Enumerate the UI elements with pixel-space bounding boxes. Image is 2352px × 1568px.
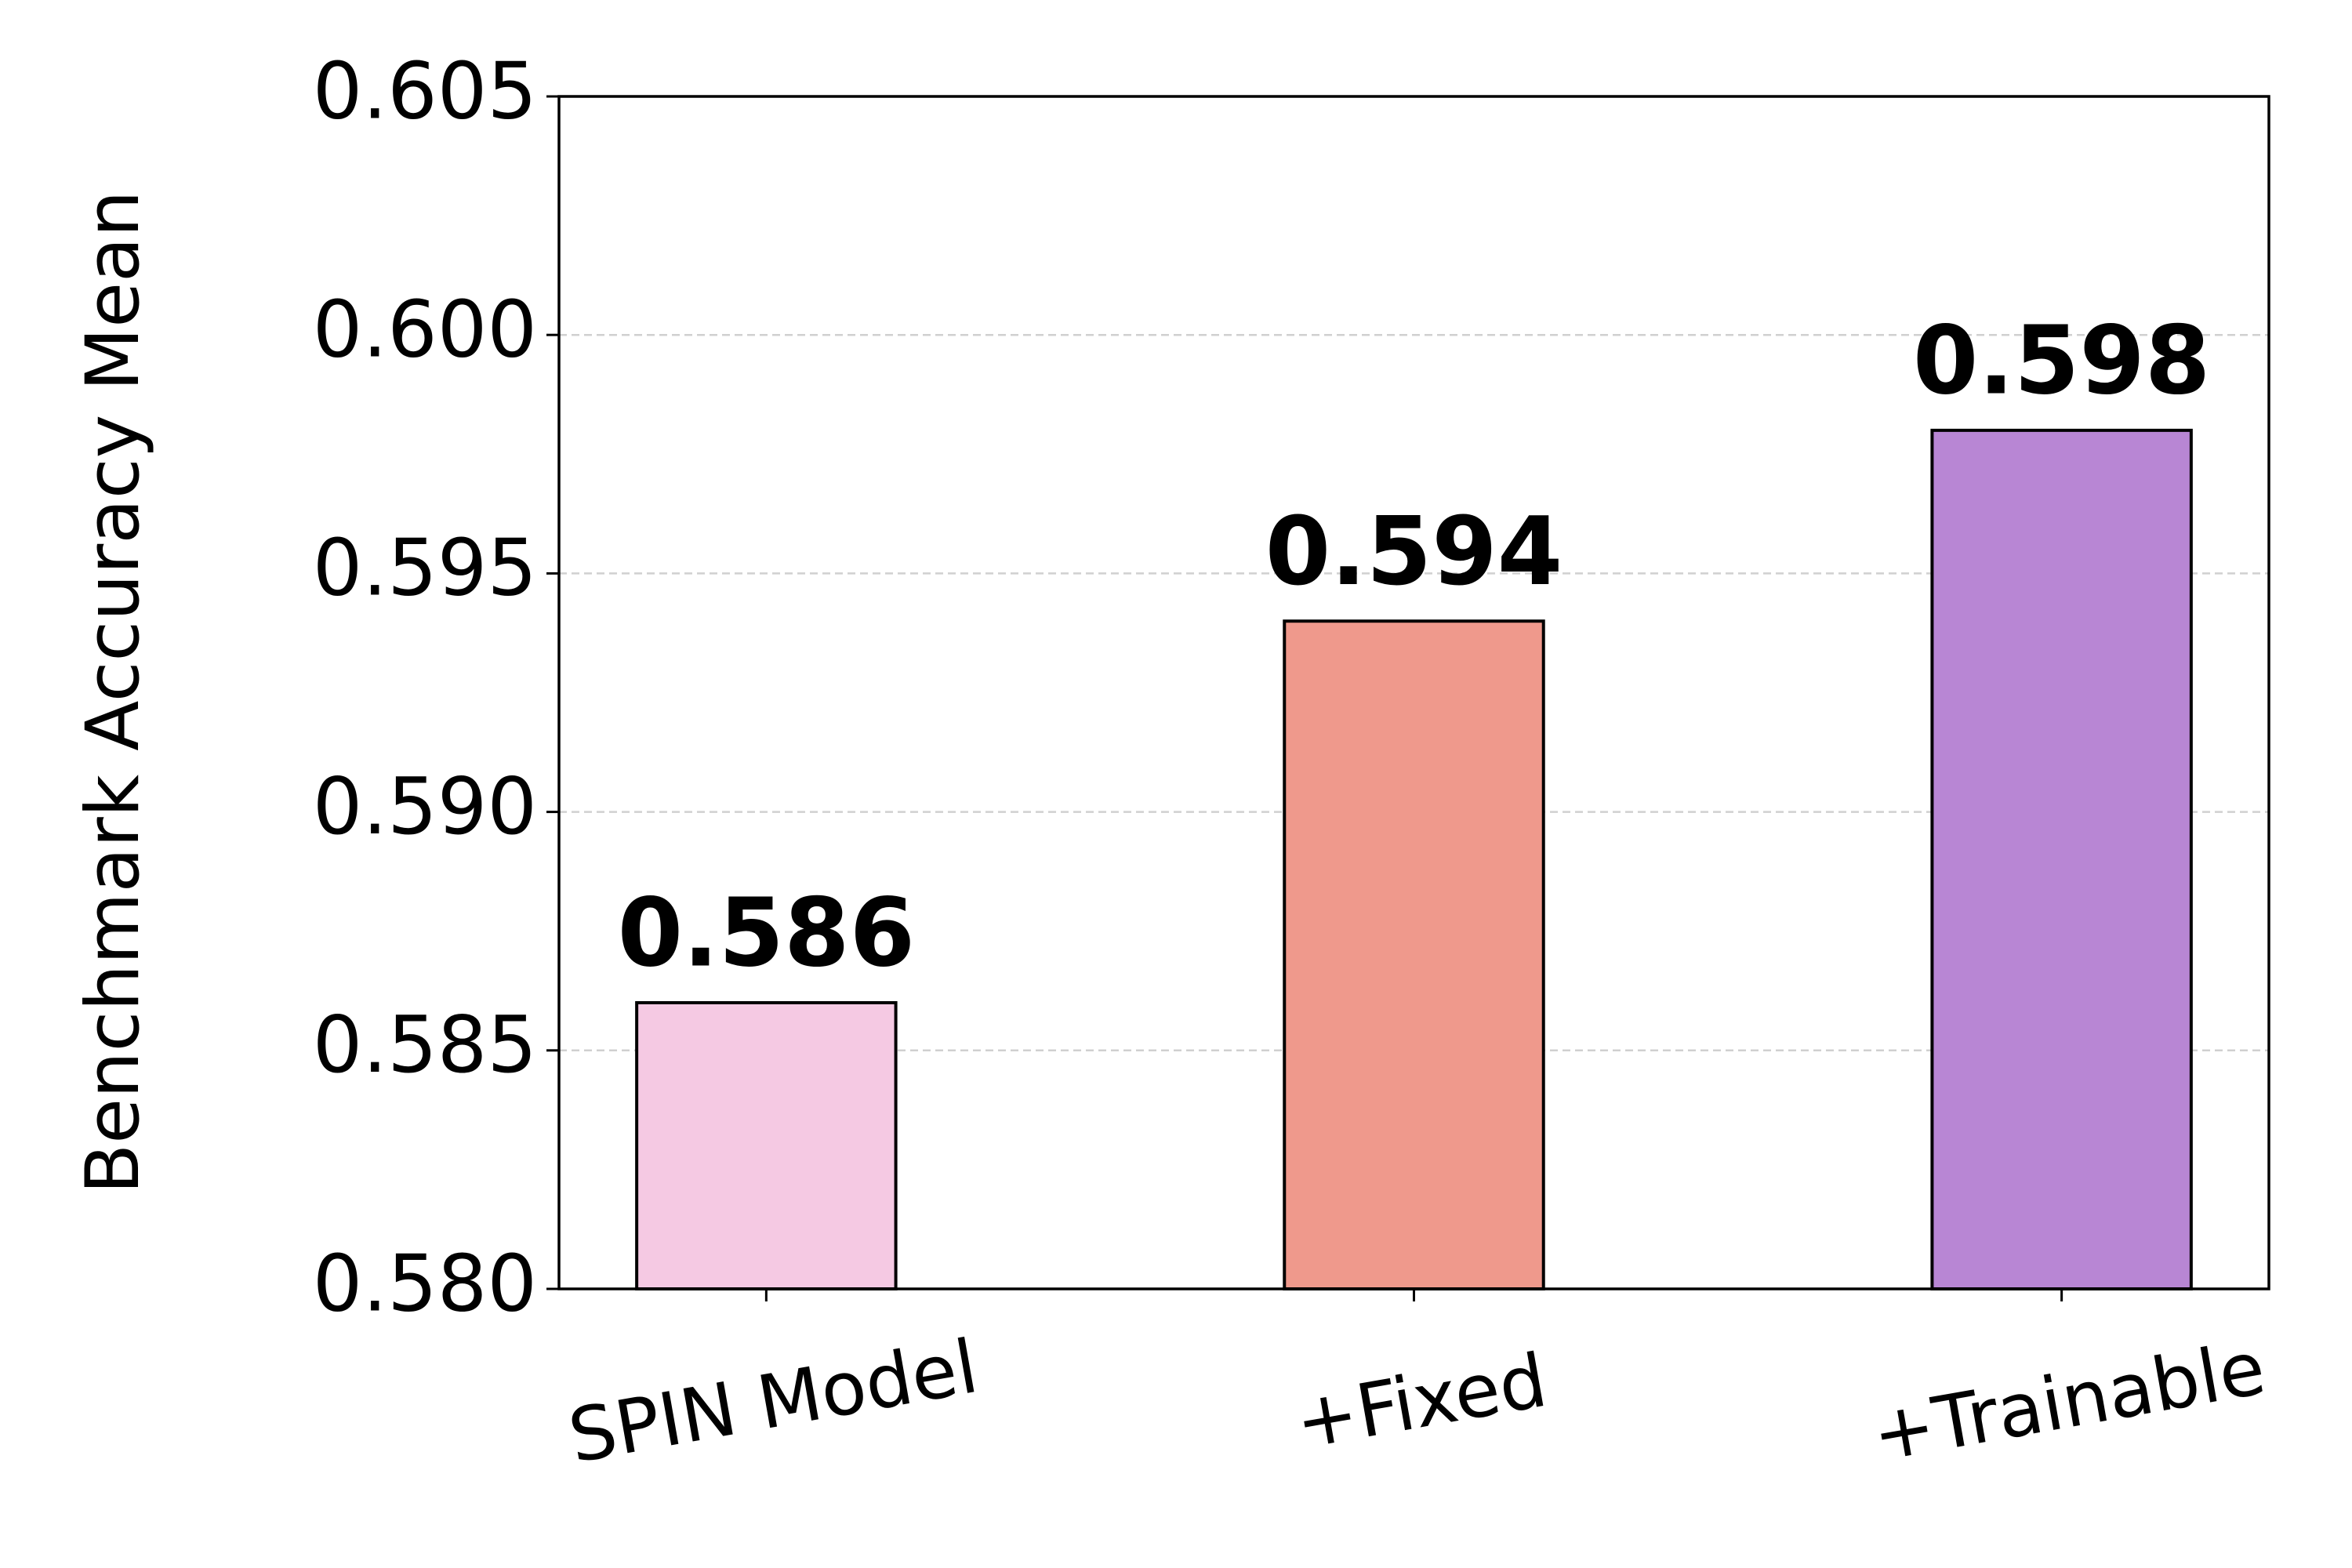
y-tick-label: 0.590: [313, 760, 537, 852]
value-label: 0.594: [1265, 498, 1563, 607]
bar: [1930, 428, 2193, 1290]
y-tick-label: 0.595: [313, 522, 537, 614]
bar: [635, 1000, 898, 1290]
value-label: 0.598: [1913, 307, 2211, 416]
y-tick-label: 0.585: [313, 999, 537, 1091]
y-tick-label: 0.580: [313, 1237, 537, 1329]
x-tick-label: +Fixed: [1289, 1338, 1552, 1466]
y-tick-label: 0.605: [313, 45, 537, 136]
plot-frame: [557, 95, 2270, 1290]
x-tick-label: SPIN Model: [563, 1324, 984, 1480]
x-tick-label: +Trainable: [1866, 1326, 2271, 1479]
y-axis-label: Benchmark Accuracy Mean: [71, 191, 156, 1194]
bar: [1283, 619, 1545, 1290]
value-label: 0.586: [618, 880, 916, 989]
y-tick-label: 0.600: [313, 284, 537, 376]
